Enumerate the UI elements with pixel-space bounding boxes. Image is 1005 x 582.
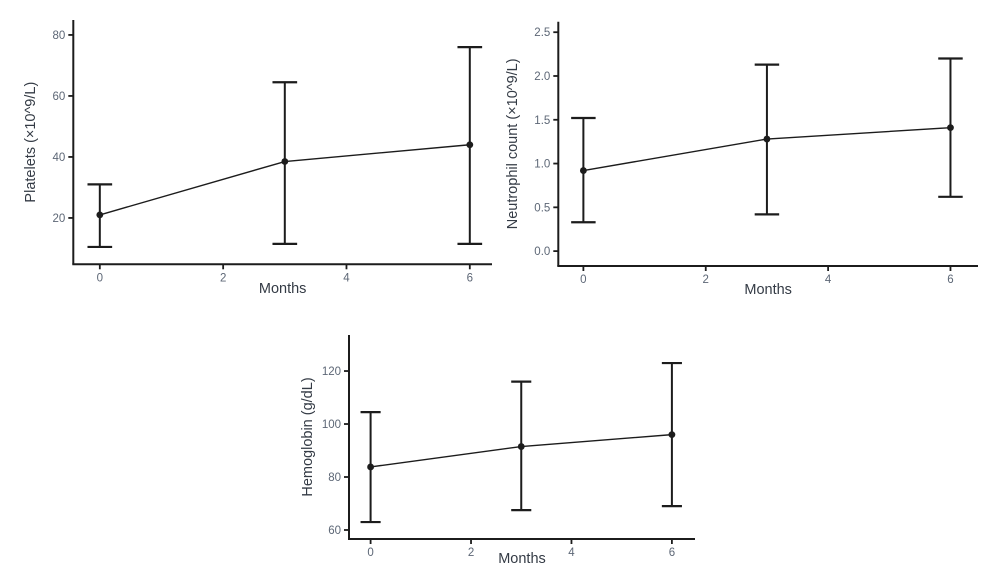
x-tick-label: 4 [568,547,575,559]
chart-hemoglobin: 60 80 100 120 0 2 4 6 Hemoglobin (g/dL) Months [280,300,730,582]
data-point [96,211,104,219]
y-tick-label: 1.0 [534,159,550,171]
y-tick-label: 80 [328,472,341,484]
x-tick-label: 0 [580,274,586,286]
x-tick-label: 0 [97,272,103,284]
x-tick-label: 2 [220,272,226,284]
x-tick-label: 6 [467,272,473,284]
x-tick-label: 2 [468,547,474,559]
y-tick-label: 2.5 [534,27,550,39]
data-point [517,443,525,450]
y-tick-label: 40 [53,152,66,164]
x-axis-title: Months [744,282,792,298]
platelets-plot: 20 40 60 80 0 2 4 6 Platelets (×10^9/L) Months [23,20,492,297]
data-point [367,463,374,471]
y-tick-label: 1.5 [534,115,550,127]
x-tick-label: 4 [825,274,832,286]
x-tick-label: 0 [367,547,373,559]
y-tick-label: 60 [53,91,66,103]
y-axis-title: Hemoglobin (g/dL) [300,377,316,496]
data-point [466,141,474,149]
neutrophils-plot: 0.0 0.5 1.0 1.5 2.0 2.5 0 2 4 6 Neutrophil count (… [505,21,978,298]
x-axis-title: Months [498,551,546,567]
x-tick-label: 2 [703,274,709,286]
data-point [763,135,771,143]
chart-platelets: 20 40 60 80 0 2 4 6 Platelets (×10^9/L) Months [0,0,505,300]
x-tick-label: 6 [669,547,675,559]
hemoglobin-plot: 60 80 100 120 0 2 4 6 Hemoglobin (g/dL) Months [300,335,695,567]
data-point [947,124,954,132]
data-point [668,431,676,439]
y-tick-label: 20 [53,213,66,225]
chart-neutrophil-count: 0.0 0.5 1.0 1.5 2.0 2.5 0 2 4 6 Neutrophil count (… [500,0,1005,300]
y-tick-label: 100 [322,419,341,431]
x-tick-label: 6 [947,274,953,286]
y-axis-title: Platelets (×10^9/L) [23,82,39,203]
y-tick-label: 0.0 [534,246,550,258]
data-point [281,158,289,165]
data-point [579,167,587,174]
y-tick-label: 120 [322,366,341,378]
y-tick-label: 60 [328,525,341,537]
x-axis-title: Months [259,281,307,297]
y-tick-label: 80 [53,30,66,42]
y-tick-label: 0.5 [534,202,550,214]
y-tick-label: 2.0 [534,71,550,83]
y-axis-title: Neutrophil count (×10^9/L) [505,58,521,229]
x-tick-label: 4 [343,272,350,284]
